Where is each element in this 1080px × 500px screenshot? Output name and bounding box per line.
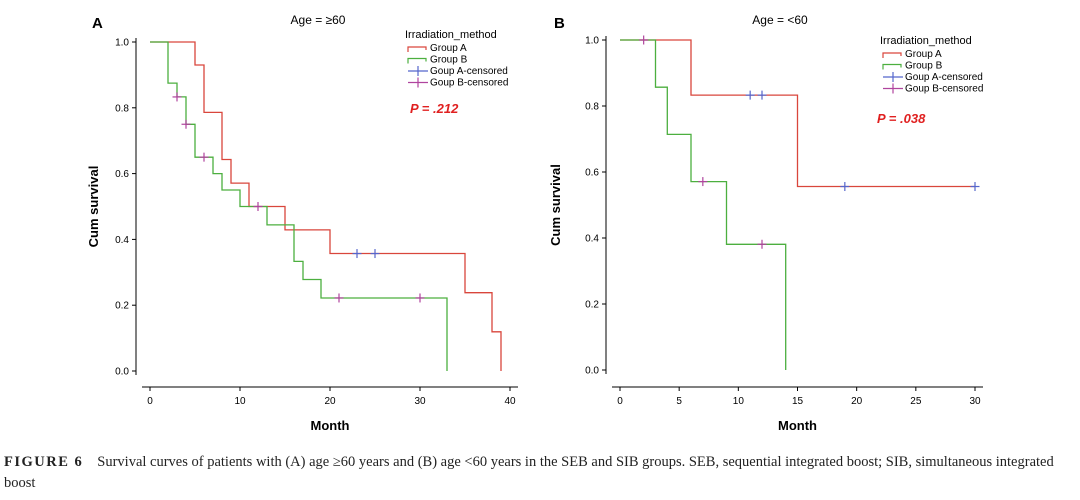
censor-mark-group-a <box>840 182 850 192</box>
y-tick-label: 1.0 <box>585 36 599 47</box>
x-axis-title: Month <box>778 418 817 433</box>
legend-title: Irradiation_method <box>405 29 497 41</box>
series-line-group-b <box>620 39 787 370</box>
legend-item: Goup A-censored <box>408 66 508 77</box>
legend-item: Group B <box>882 61 943 72</box>
y-tick-label: 0.0 <box>115 367 129 378</box>
chart-title: Age = ≥60 <box>291 13 346 27</box>
x-tick-label: 10 <box>234 396 246 407</box>
legend-label: Group A <box>905 49 942 60</box>
series-line-group-b <box>150 41 448 371</box>
x-tick-label: 25 <box>910 396 922 407</box>
y-tick-label: 0.6 <box>585 168 599 179</box>
y-tick-label: 1.0 <box>115 38 129 49</box>
p-value: P = .038 <box>877 111 926 126</box>
censor-mark-group-b <box>172 92 182 102</box>
y-tick-label: 0.4 <box>585 234 599 245</box>
x-axis-title: Month <box>311 418 350 433</box>
censor-mark-group-a <box>757 90 767 100</box>
censor-mark-group-b <box>698 177 708 187</box>
legend-item: Goup B-censored <box>883 83 983 95</box>
x-tick-label: 30 <box>969 396 981 407</box>
y-axis-title: Cum survival <box>86 166 101 248</box>
legend-item: Group A <box>407 43 467 54</box>
censor-mark-group-b <box>334 293 344 303</box>
figure-caption: FIGURE 6 Survival curves of patients with… <box>4 452 1076 494</box>
x-tick-label: 30 <box>414 396 426 407</box>
figure-label: FIGURE 6 <box>4 454 84 470</box>
y-tick-label: 0.4 <box>115 235 129 246</box>
legend-label: Group B <box>430 55 468 66</box>
x-tick-label: 0 <box>617 396 623 407</box>
y-tick-label: 0.8 <box>115 103 129 114</box>
panel-letter: A <box>92 15 103 32</box>
caption-text: Survival curves of patients with (A) age… <box>4 454 1054 491</box>
y-tick-label: 0.2 <box>585 300 599 311</box>
p-value: P = .212 <box>410 101 459 116</box>
x-tick-label: 40 <box>504 396 516 407</box>
series-line-group-a <box>620 39 975 188</box>
censor-mark-group-b <box>415 293 425 303</box>
x-tick-label: 20 <box>324 396 336 407</box>
panel-letter: B <box>554 15 565 32</box>
chart-panel-a: A Age = ≥60 0.0 0.2 0.4 0.6 0.8 1.0 0 10 20 30 40 Mon… <box>86 13 518 433</box>
legend-label: Group A <box>430 43 467 54</box>
legend-label: Goup B-censored <box>905 84 983 95</box>
censor-mark-group-b <box>757 239 767 249</box>
legend-item: Group B <box>407 55 468 66</box>
legend-swatch <box>407 57 427 64</box>
censor-mark-group-b <box>199 152 209 162</box>
legend-swatch <box>407 46 427 52</box>
x-tick-label: 10 <box>733 396 745 407</box>
censor-mark-group-a <box>370 249 380 259</box>
censor-mark-group-b <box>639 35 649 45</box>
x-tick-label: 0 <box>147 396 153 407</box>
legend-label: Goup A-censored <box>430 66 508 77</box>
legend-swatch <box>882 52 902 58</box>
censor-mark-group-b <box>253 202 263 211</box>
legend-swatch <box>882 63 902 70</box>
x-tick-label: 15 <box>792 396 804 407</box>
y-axis-title: Cum survival <box>548 164 563 246</box>
legend-label: Goup A-censored <box>905 72 983 83</box>
censor-mark-group-a <box>352 249 362 259</box>
series-line-group-a <box>150 41 502 371</box>
legend-item: Goup B-censored <box>408 77 508 89</box>
legend-title: Irradiation_method <box>880 35 972 47</box>
x-tick-label: 20 <box>851 396 863 407</box>
chart-panel-b: B Age = <60 0.0 0.2 0.4 0.6 0.8 1.0 0 5 10 15 20 25 30… <box>548 13 983 433</box>
y-tick-label: 0.6 <box>115 169 129 180</box>
censor-mark-group-b <box>181 119 191 129</box>
y-tick-label: 0.0 <box>585 366 599 377</box>
y-tick-label: 0.2 <box>115 301 129 312</box>
chart-title: Age = <60 <box>752 13 808 27</box>
y-tick-label: 0.8 <box>585 102 599 113</box>
legend-label: Group B <box>905 61 943 72</box>
censor-mark-group-a <box>970 182 980 192</box>
censor-mark-group-a <box>745 90 755 100</box>
legend-label: Goup B-censored <box>430 78 508 89</box>
x-tick-label: 5 <box>676 396 682 407</box>
legend-item: Group A <box>882 49 942 60</box>
legend-item: Goup A-censored <box>883 72 983 83</box>
